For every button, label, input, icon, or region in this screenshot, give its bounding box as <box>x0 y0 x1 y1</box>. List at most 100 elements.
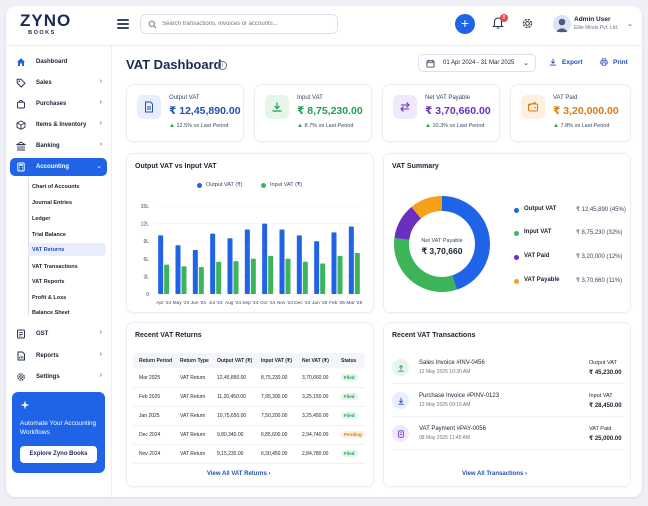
chevron-right-icon: › <box>99 351 102 358</box>
donut-slice <box>394 207 421 240</box>
chevron-right-icon: › <box>99 120 102 127</box>
output-vat-bar <box>262 223 268 294</box>
menu-icon[interactable] <box>117 19 129 29</box>
sidebar-item-purchases[interactable]: Purchases › <box>10 95 107 113</box>
summary-item: Output VAT ₹ 12,45,890 (45%) <box>514 206 626 216</box>
sidebar-item-reports[interactable]: Reports › <box>10 347 107 365</box>
legend-dot <box>514 255 519 260</box>
table-cell: VAT Return <box>180 451 206 457</box>
stat-card-net-vat[interactable]: Net VAT Payable ₹ 3,70,660.00 ▲ 10.3% vs… <box>382 84 500 142</box>
submenu-profit-loss[interactable]: Profit & Loss <box>32 294 67 301</box>
user-name[interactable]: Admin User <box>574 16 611 23</box>
submenu-vat-returns[interactable]: VAT Returns <box>28 243 106 256</box>
summary-value: ₹ 8,75,230 (32%) <box>576 230 623 236</box>
export-button[interactable]: Export <box>549 58 583 66</box>
swap-icon <box>393 95 417 119</box>
view-all-transactions-link[interactable]: View All Transactions › <box>462 471 528 477</box>
stat-card-output-vat[interactable]: Output VAT ₹ 12,45,890.00 ▲ 12.5% vs Las… <box>126 84 244 142</box>
column-header: Net VAT (₹) <box>302 358 329 364</box>
table-cell: 9,15,230.00 <box>217 451 244 457</box>
chevron-down-icon[interactable]: ⌄ <box>627 21 633 28</box>
sidebar-item-inventory[interactable]: Items & Inventory › <box>10 116 107 134</box>
transaction-type: VAT Paid <box>589 426 612 432</box>
table-cell: 11,20,450.00 <box>217 394 246 400</box>
add-new-button[interactable]: + <box>455 14 475 34</box>
promo-card: Automate Your Accounting Workflows Explo… <box>12 392 105 473</box>
column-header: Output VAT (₹) <box>217 358 253 364</box>
input-vat-bar <box>337 255 343 294</box>
export-icon <box>549 58 557 66</box>
view-all-returns-link[interactable]: View All VAT Returns › <box>207 471 271 477</box>
explore-button[interactable]: Explore Zyno Books <box>20 446 97 463</box>
stat-value: ₹ 12,45,890.00 <box>169 105 241 117</box>
chevron-right-icon: › <box>99 99 102 106</box>
brand-logo[interactable]: ZYNO BOOKS <box>20 12 70 37</box>
sidebar-item-sales[interactable]: Sales › <box>10 74 107 92</box>
vat-summary-card: VAT Summary Net VAT Payable ₹ 3,70,660 Ou… <box>383 153 631 313</box>
table-cell: 3,70,660.00 <box>302 375 329 381</box>
calculator-icon <box>17 162 25 172</box>
status-badge: Filed <box>341 393 358 400</box>
report-icon <box>17 351 25 361</box>
stat-label: VAT Paid <box>553 95 578 101</box>
output-vat-bar <box>331 232 337 294</box>
y-tick-label: 0 <box>146 292 149 298</box>
x-tick-label: Apr '24 <box>156 300 171 306</box>
legend-dot <box>514 279 519 284</box>
output-vat-bar <box>158 235 164 294</box>
x-tick-label: Sep '24 <box>242 300 258 306</box>
trend-up-icon: ▲ <box>425 123 431 129</box>
submenu-vat-transactions[interactable]: VAT Transactions <box>32 263 78 270</box>
stat-card-vat-paid[interactable]: VAT Paid ₹ 3,20,000.00 ▲ 7.8% vs Last Pe… <box>510 84 631 142</box>
status-badge: Filed <box>341 412 358 419</box>
sidebar-item-accounting[interactable]: Accounting ⌄ <box>10 158 107 176</box>
x-tick-label: Jan '25 <box>312 300 328 306</box>
sidebar-item-dashboard[interactable]: Dashboard <box>10 53 107 71</box>
avatar[interactable] <box>553 15 571 33</box>
stat-value: ₹ 3,70,660.00 <box>425 105 491 117</box>
status-badge: Filed <box>341 450 358 457</box>
submenu-chart-of-accounts[interactable]: Chart of Accounts <box>32 183 80 190</box>
row-divider <box>392 416 624 417</box>
transaction-amount: ₹ 28,450.00 <box>589 403 622 409</box>
search-input[interactable] <box>162 21 332 27</box>
sidebar-item-banking[interactable]: Banking › <box>10 137 107 155</box>
summary-value: ₹ 3,70,660 (11%) <box>576 278 623 284</box>
print-button[interactable]: Print <box>600 58 628 66</box>
row-divider <box>392 449 624 450</box>
search-box[interactable] <box>140 14 338 34</box>
table-header: Return Period Return Type Output VAT (₹) In… <box>133 353 365 368</box>
gear-icon[interactable] <box>521 17 534 30</box>
sidebar-item-gst[interactable]: GST › <box>10 325 107 343</box>
tag-icon <box>16 78 26 88</box>
x-tick-label: May '24 <box>173 300 190 306</box>
date-range-picker[interactable]: 01 Apr 2024 - 31 Mar 2025 ⌄ <box>418 54 536 72</box>
table-cell: Feb 2025 <box>139 394 161 400</box>
brand-sub: BOOKS <box>28 30 56 36</box>
table-cell: Mar 2025 <box>139 375 161 381</box>
info-icon[interactable]: i <box>218 61 227 70</box>
row-divider <box>133 387 365 388</box>
stat-card-input-vat[interactable]: Input VAT ₹ 8,75,230.00 ▲ 8.7% vs Last P… <box>254 84 372 142</box>
calendar-icon <box>426 59 435 68</box>
submenu-journal-entries[interactable]: Journal Entries <box>32 199 73 206</box>
recent-returns-card: Recent VAT Returns Return Period Return T… <box>126 322 374 487</box>
donut-center-label: Net VAT Payable <box>421 238 462 244</box>
row-divider <box>133 406 365 407</box>
sidebar-item-settings[interactable]: Settings › <box>10 368 107 386</box>
submenu-vat-reports[interactable]: VAT Reports <box>32 278 65 285</box>
submenu-ledger[interactable]: Ledger <box>32 215 51 222</box>
output-vat-bar <box>192 250 198 294</box>
input-vat-bar <box>181 266 187 294</box>
input-vat-bar <box>320 263 326 294</box>
date-range-text: 01 Apr 2024 - 31 Mar 2025 <box>443 60 515 66</box>
summary-label: VAT Paid <box>524 253 550 259</box>
stat-change: ▲ 8.7% vs Last Period <box>297 123 354 129</box>
submenu-balance-sheet[interactable]: Balance Sheet <box>32 309 70 316</box>
stat-change: ▲ 12.5% vs Last Period <box>169 123 229 129</box>
gst-icon <box>17 329 25 339</box>
column-header: Return Type <box>180 358 209 364</box>
stat-change: ▲ 7.8% vs Last Period <box>553 123 610 129</box>
submenu-trial-balance[interactable]: Trial Balance <box>32 231 66 238</box>
sparkle-icon <box>20 400 30 410</box>
